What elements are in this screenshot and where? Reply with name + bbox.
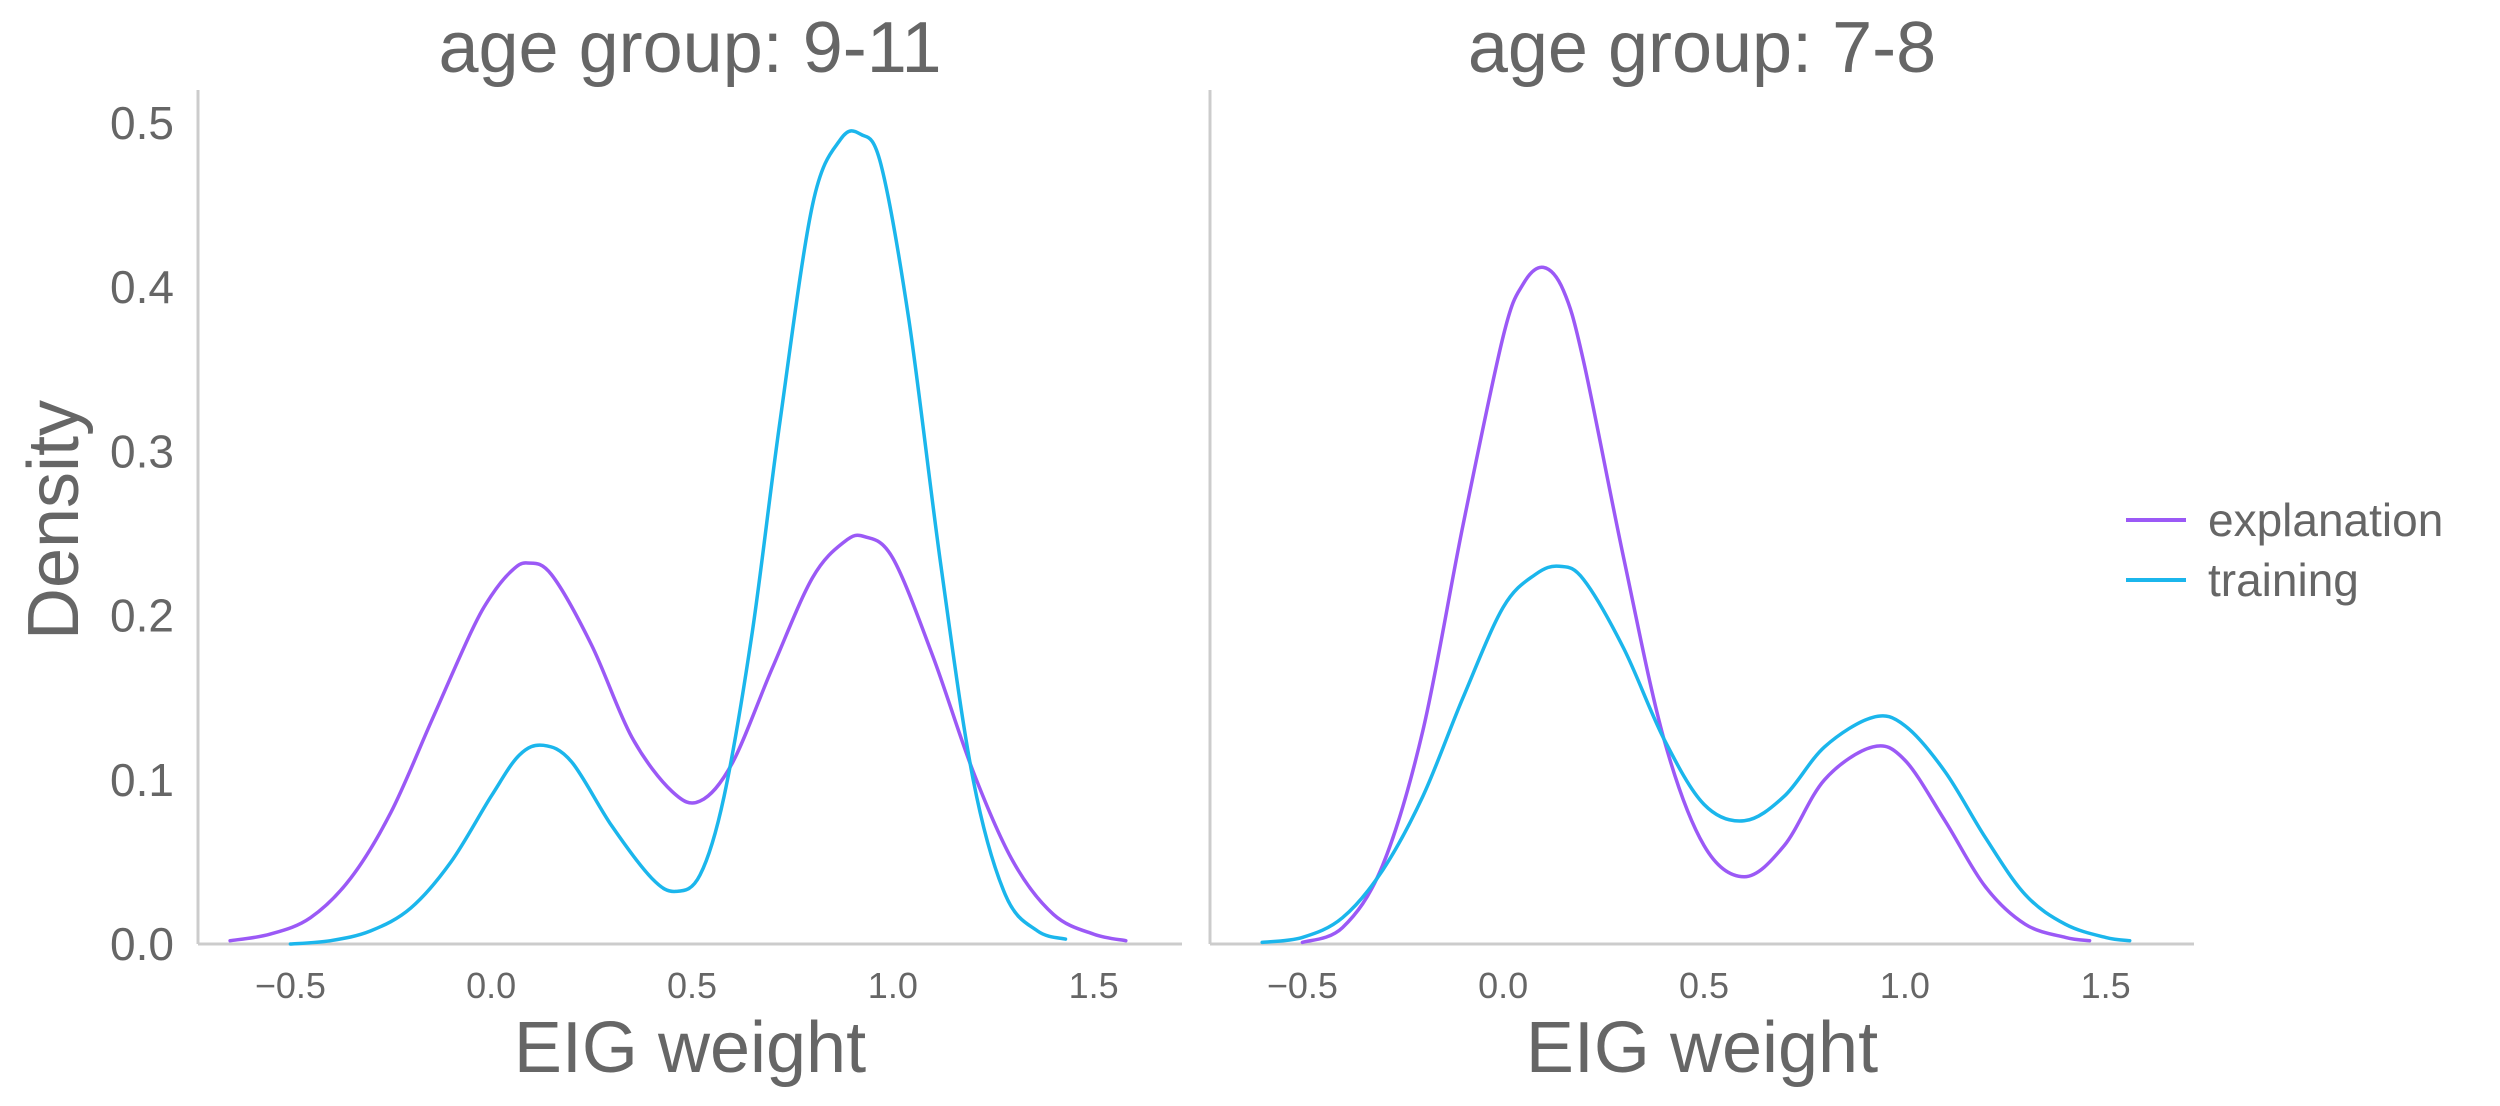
- panel-title: age group: 7-8: [1468, 8, 1936, 88]
- x-axis-label: EIG weight: [1526, 1008, 1878, 1088]
- legend-label-training: training: [2208, 554, 2359, 606]
- x-tick-label: −0.5: [1267, 965, 1338, 1006]
- x-tick-label: 0.0: [1478, 965, 1528, 1006]
- panel-title: age group: 9-11: [438, 8, 941, 88]
- y-tick-label: 0.2: [110, 590, 174, 642]
- x-tick-label: 0.5: [667, 965, 717, 1006]
- panel-2: age group: 7-8 −0.5 0.0 0.5 1.0 1.5 EIG weight: [1208, 8, 2194, 1088]
- x-tick-label: 1.0: [1880, 965, 1930, 1006]
- legend-label-explanation: explanation: [2208, 494, 2443, 546]
- x-tick-label: 0.0: [466, 965, 516, 1006]
- x-tick-label: 1.0: [868, 965, 918, 1006]
- legend: explanation training: [2126, 494, 2443, 606]
- y-tick-label: 0.3: [110, 425, 174, 477]
- panel-1: age group: 9-11 0.0 0.1 0.2 0.3 0.4 0.5 −0.5 0.0…: [110, 8, 1182, 1088]
- y-axis-label: Density: [14, 400, 94, 640]
- series-line-training: [288, 129, 1068, 946]
- series-line-training: [1260, 564, 2132, 945]
- y-tick-label: 0.0: [110, 918, 174, 970]
- y-tick-label: 0.4: [110, 261, 174, 313]
- x-tick-label: 1.5: [2081, 965, 2131, 1006]
- x-tick-label: −0.5: [255, 965, 326, 1006]
- y-tick-label: 0.1: [110, 754, 174, 806]
- x-tick-label: 0.5: [1679, 965, 1729, 1006]
- y-tick-label: 0.5: [110, 97, 174, 149]
- x-tick-label: 1.5: [1069, 965, 1119, 1006]
- x-axis-label: EIG weight: [514, 1008, 866, 1088]
- series-line-explanation: [1300, 265, 2092, 945]
- series-line-explanation: [228, 533, 1128, 943]
